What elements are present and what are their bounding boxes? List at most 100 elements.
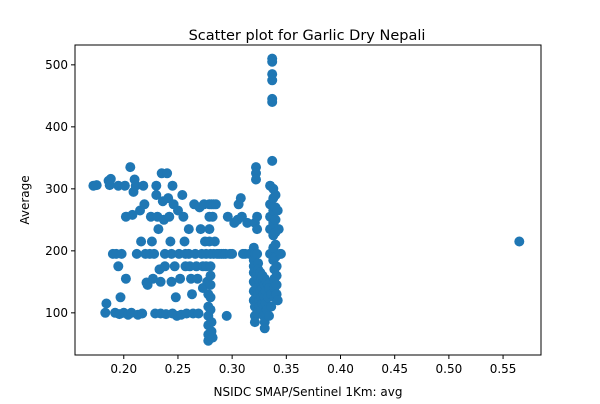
data-point <box>242 217 253 228</box>
data-point <box>205 279 216 290</box>
data-point <box>205 261 216 272</box>
data-point <box>179 236 190 247</box>
data-point <box>153 224 164 235</box>
data-point <box>271 270 282 281</box>
data-point <box>221 310 232 321</box>
x-tick-label: 0.35 <box>273 362 300 376</box>
data-point <box>272 205 283 216</box>
data-point <box>267 75 278 86</box>
data-point <box>270 190 281 200</box>
x-tick-label: 0.50 <box>436 362 463 376</box>
x-tick-label: 0.30 <box>219 362 246 376</box>
y-axis-label: Average <box>18 175 32 224</box>
data-point <box>125 162 136 173</box>
data-point <box>130 180 141 191</box>
data-point <box>251 174 261 185</box>
x-tick-label: 0.45 <box>381 362 408 376</box>
y-tick-label: 400 <box>45 120 68 134</box>
data-point <box>205 292 216 303</box>
data-point <box>183 224 194 235</box>
data-point <box>271 261 282 272</box>
data-point <box>207 332 218 343</box>
data-point <box>115 292 126 303</box>
x-axis-ticks: 0.20 0.25 0.30 0.35 0.40 0.45 0.50 0.55 <box>110 355 516 376</box>
data-point <box>270 214 281 225</box>
data-point <box>205 304 216 315</box>
x-tick-label: 0.25 <box>165 362 192 376</box>
x-tick-label: 0.20 <box>110 362 137 376</box>
data-point <box>175 273 186 284</box>
plot-frame <box>74 44 542 356</box>
data-point <box>151 190 162 200</box>
y-tick-label: 100 <box>45 306 68 320</box>
x-tick-label: 0.40 <box>327 362 354 376</box>
data-point <box>249 317 260 328</box>
data-point <box>159 261 170 272</box>
data-point <box>91 180 102 191</box>
data-point <box>137 308 148 319</box>
x-axis-label: NSIDC SMAP/Sentinel 1Km: avg <box>214 385 403 399</box>
data-point <box>164 211 175 222</box>
data-point <box>101 298 112 309</box>
data-point <box>264 310 274 321</box>
data-point <box>204 224 215 235</box>
data-point <box>100 307 111 318</box>
data-point <box>151 180 162 191</box>
data-point <box>187 289 197 300</box>
data-point <box>177 190 188 200</box>
data-point <box>205 270 216 281</box>
data-point <box>266 301 277 312</box>
data-point <box>206 317 217 328</box>
data-point <box>267 97 278 107</box>
data-point <box>193 308 204 319</box>
y-axis-ticks: 100 200 300 400 500 <box>45 58 75 320</box>
data-point <box>139 199 150 210</box>
data-point <box>131 248 142 259</box>
data-point <box>148 273 158 284</box>
data-point <box>267 56 278 67</box>
data-point <box>271 279 282 290</box>
data-point <box>270 239 281 250</box>
data-point <box>178 211 189 222</box>
data-point <box>195 224 206 235</box>
x-tick-label: 0.55 <box>490 362 517 376</box>
y-tick-label: 500 <box>45 58 68 72</box>
data-point <box>166 276 177 287</box>
data-point <box>169 261 180 272</box>
data-point <box>166 248 177 259</box>
data-point <box>192 273 203 284</box>
y-tick-label: 200 <box>45 244 68 258</box>
data-point <box>138 180 149 191</box>
data-point <box>210 199 221 210</box>
data-point <box>127 209 138 220</box>
data-point <box>514 236 525 247</box>
data-point <box>275 248 286 259</box>
data-point <box>252 211 263 222</box>
data-point <box>272 295 283 306</box>
data-point <box>267 155 278 166</box>
data-point <box>146 236 157 247</box>
data-point <box>207 211 218 222</box>
data-point <box>235 193 246 204</box>
data-point <box>252 224 263 235</box>
data-point <box>120 273 131 284</box>
data-point <box>149 248 160 259</box>
data-point <box>104 180 115 191</box>
chart-title: Scatter plot for Garlic Dry Nepali <box>189 28 426 44</box>
data-point <box>162 168 173 179</box>
data-point <box>227 248 238 259</box>
data-point <box>170 292 181 303</box>
y-tick-label: 300 <box>45 182 68 196</box>
data-point <box>116 248 127 259</box>
data-point <box>136 236 147 247</box>
data-point <box>155 276 166 287</box>
data-point <box>273 224 284 235</box>
data-point <box>259 323 270 334</box>
data-point <box>165 236 176 247</box>
data-point <box>209 236 220 247</box>
points-layer <box>88 53 525 346</box>
data-point <box>252 248 263 259</box>
